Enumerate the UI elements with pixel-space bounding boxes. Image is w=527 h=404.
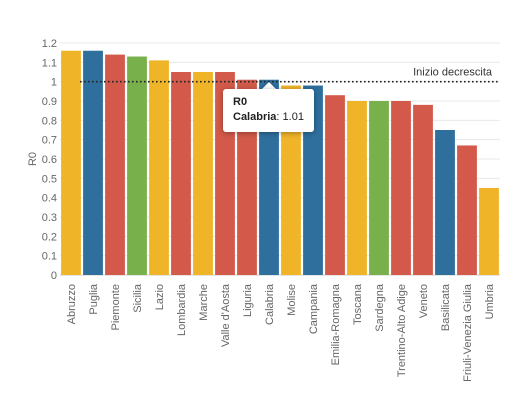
x-tick-label: Basilicata	[440, 283, 452, 331]
x-tick-label: Lazio	[154, 284, 166, 310]
y-tick-label: 0.7	[42, 135, 57, 147]
y-tick-label: 0.3	[42, 212, 57, 224]
x-tick-label: Molise	[286, 284, 298, 316]
bar-tooltip: R0 Calabria: 1.01	[223, 88, 314, 132]
x-tick-label: Marche	[198, 284, 210, 321]
bar[interactable]	[127, 56, 147, 276]
x-tick-label: Valle d'Aosta	[220, 283, 232, 347]
x-tick-label: Toscana	[352, 283, 364, 325]
x-tick-label: Emilia-Romagna	[330, 283, 342, 365]
y-tick-label: 0.2	[42, 231, 57, 243]
y-tick-label: 1.2	[42, 38, 57, 50]
bar[interactable]	[479, 188, 499, 275]
bar[interactable]	[391, 101, 411, 275]
bar[interactable]	[435, 130, 455, 275]
x-tick-label: Campania	[308, 283, 320, 334]
reference-line-label: Inizio decrescita	[413, 67, 493, 79]
bar[interactable]	[347, 101, 367, 275]
x-tick-label: Sicilia	[132, 283, 144, 313]
bar[interactable]	[281, 85, 301, 276]
bar[interactable]	[61, 50, 81, 275]
x-tick-label: Puglia	[88, 283, 100, 314]
y-tick-label: 0.6	[42, 154, 57, 166]
bar[interactable]	[171, 72, 191, 275]
y-axis-title: R0	[27, 152, 39, 166]
x-tick-label: Liguria	[242, 283, 254, 317]
y-tick-label: 0.9	[42, 96, 57, 108]
y-axis-ticks: 0 0.1 0.2 0.3 0.4 0.5 0.6 0.7 0.8 0.9 1 1.1 1.2	[42, 38, 57, 282]
tooltip-title: R0	[233, 95, 248, 108]
bar[interactable]	[457, 145, 477, 275]
x-tick-label: Abruzzo	[66, 284, 78, 324]
y-tick-label: 0.8	[42, 115, 57, 127]
bar[interactable]	[83, 50, 103, 275]
x-tick-label: Calabria	[264, 283, 276, 325]
x-tick-label: Lombardia	[176, 283, 188, 336]
x-tick-label: Trentino-Alto Adige	[396, 284, 408, 377]
tooltip-value: 1.01	[282, 110, 304, 123]
y-tick-label: 1	[51, 77, 57, 89]
bar[interactable]	[193, 72, 213, 275]
bar[interactable]	[369, 101, 389, 275]
x-tick-label: Sardegna	[374, 283, 386, 332]
bar[interactable]	[105, 54, 125, 275]
y-tick-label: 1.1	[42, 57, 57, 69]
tooltip-arrow	[262, 81, 276, 89]
x-tick-label: Umbria	[484, 283, 496, 319]
bar[interactable]	[149, 60, 169, 276]
bars	[61, 50, 499, 276]
tooltip-separator: :	[276, 110, 280, 123]
x-tick-label: Veneto	[418, 284, 430, 318]
bar[interactable]	[413, 104, 433, 275]
y-tick-label: 0.1	[42, 251, 57, 263]
x-tick-label: Piemonte	[110, 284, 122, 330]
x-axis-labels: Abruzzo Puglia Piemonte Sicilia Lazio Lombard…	[66, 283, 496, 382]
tooltip-region-name: Calabria	[233, 110, 277, 123]
bar[interactable]	[303, 85, 323, 276]
y-tick-label: 0.4	[42, 193, 57, 205]
bar[interactable]	[325, 95, 345, 275]
y-tick-label: 0	[51, 270, 57, 282]
y-tick-label: 0.5	[42, 173, 57, 185]
x-tick-label: Friuli-Venezia Giulia	[462, 283, 474, 382]
